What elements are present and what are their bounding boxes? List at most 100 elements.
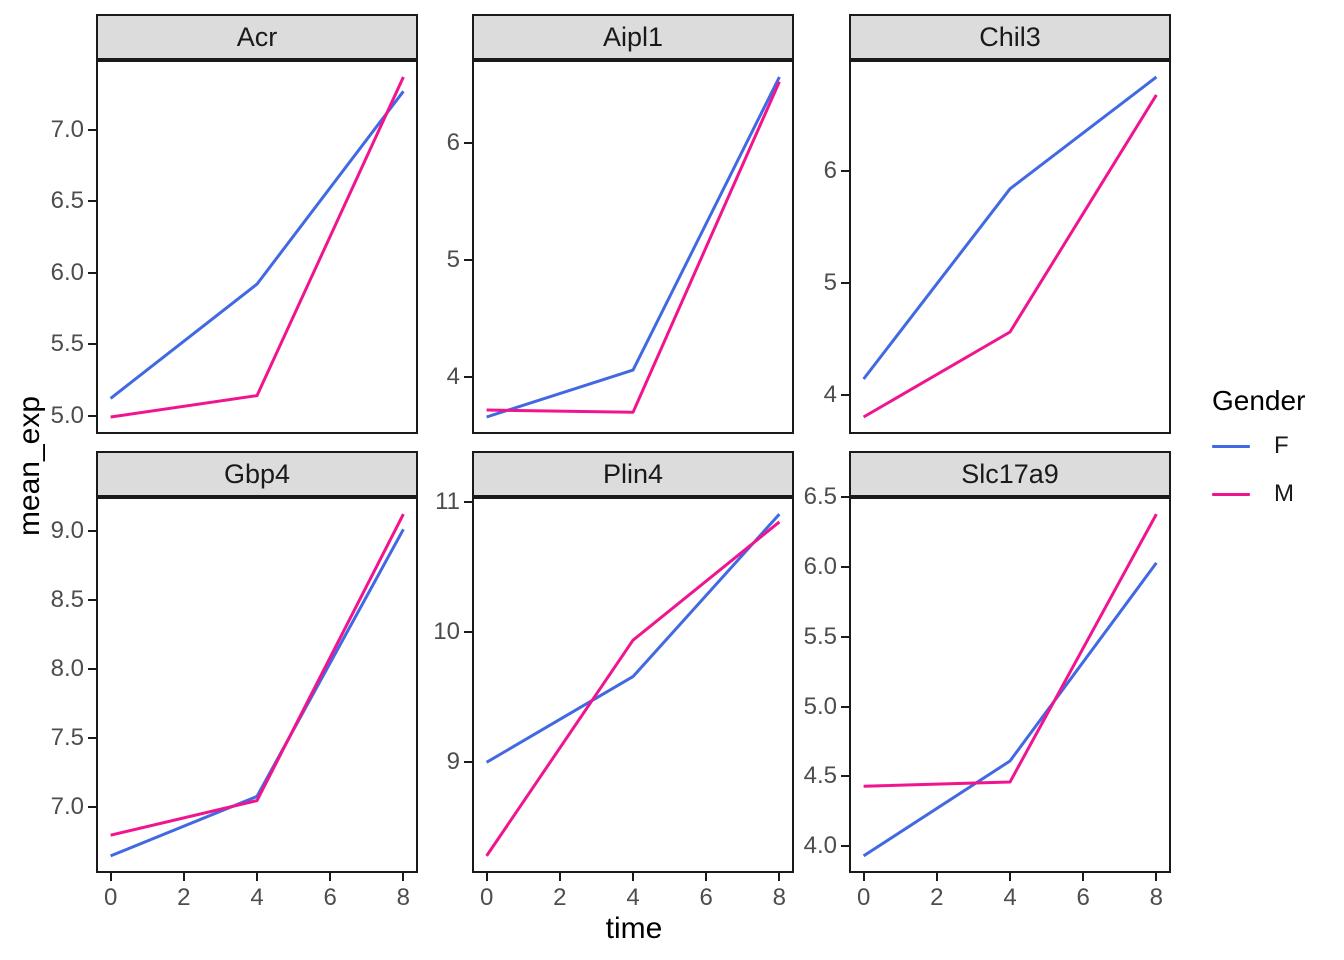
y-tick-label: 6.0 [803, 553, 837, 581]
y-tick-mark [841, 705, 849, 708]
y-tick-label: 5.5 [803, 622, 837, 650]
y-tick-mark [88, 128, 96, 131]
y-tick-label: 7.5 [50, 724, 84, 752]
x-tick-label: 8 [396, 884, 411, 911]
facet-strip-Slc17a9: Slc17a9 [849, 451, 1171, 497]
y-tick-mark [464, 501, 472, 504]
y-tick-label: 4.0 [803, 832, 837, 860]
facet-panel-Aipl1 [472, 60, 794, 434]
y-tick-label: 7.0 [50, 115, 84, 143]
x-tick-mark [558, 873, 561, 881]
y-tick-mark [841, 496, 849, 499]
y-tick-mark [841, 169, 849, 172]
x-tick-label: 4 [626, 884, 640, 911]
x-tick-mark [485, 873, 488, 881]
y-tick-label: 4 [823, 380, 837, 408]
y-tick-mark [464, 631, 472, 634]
y-tick-label: 4.5 [803, 762, 837, 790]
facet-strip-Acr: Acr [96, 14, 418, 60]
x-tick-label: 6 [1076, 884, 1090, 911]
y-tick-mark [841, 775, 849, 778]
legend-item-label-m: M [1274, 480, 1294, 507]
y-tick-mark [464, 258, 472, 261]
legend-title: Gender [1212, 385, 1306, 416]
x-tick-mark [935, 873, 938, 881]
y-tick-label: 10 [433, 618, 460, 646]
y-tick-label: 5.0 [803, 692, 837, 720]
y-axis-title: mean_exp [13, 395, 46, 537]
y-tick-label: 4 [446, 363, 460, 391]
x-axis-title: time [605, 912, 663, 945]
x-tick-label: 4 [250, 884, 264, 911]
x-tick-label: 2 [553, 884, 567, 911]
y-tick-mark [841, 635, 849, 638]
y-tick-label: 6 [823, 156, 837, 184]
y-tick-mark [88, 598, 96, 601]
x-tick-mark [1009, 873, 1011, 881]
y-tick-mark [88, 668, 96, 671]
y-tick-label: 11 [435, 488, 460, 516]
y-tick-label: 6.5 [50, 187, 84, 215]
x-tick-label: 4 [1003, 884, 1017, 911]
facet-panel-Gbp4 [96, 497, 418, 873]
y-tick-label: 5 [446, 245, 460, 273]
x-tick-mark [402, 873, 405, 881]
x-tick-label: 0 [856, 884, 871, 911]
facet-strip-Aipl1: Aipl1 [472, 14, 794, 60]
y-tick-label: 5.0 [50, 401, 84, 429]
x-tick-mark [256, 873, 258, 881]
y-tick-label: 6 [446, 128, 460, 156]
x-tick-label: 6 [323, 884, 337, 911]
y-tick-mark [464, 761, 472, 764]
y-tick-mark [841, 281, 849, 284]
facet-strip-Gbp4: Gbp4 [96, 451, 418, 497]
legend-item-f: F [1212, 426, 1305, 466]
y-tick-mark [88, 343, 96, 346]
y-tick-mark [88, 271, 96, 274]
y-tick-mark [88, 200, 96, 203]
y-tick-mark [841, 393, 849, 396]
legend: Gender F M [1212, 384, 1305, 514]
y-tick-mark [88, 529, 96, 532]
facet-panel-Acr [96, 60, 418, 434]
x-tick-mark [778, 873, 781, 881]
x-tick-mark [329, 873, 332, 881]
x-tick-label: 2 [177, 884, 191, 911]
facet-panel-Slc17a9 [849, 497, 1171, 873]
x-tick-mark [109, 873, 112, 881]
x-tick-mark [1155, 873, 1158, 881]
y-tick-mark [88, 737, 96, 740]
y-tick-label: 8.5 [50, 585, 84, 613]
x-tick-label: 8 [1149, 884, 1164, 911]
facet-strip-Chil3: Chil3 [849, 14, 1171, 60]
y-tick-mark [841, 566, 849, 569]
x-tick-label: 0 [479, 884, 494, 911]
y-tick-label: 5 [823, 268, 837, 296]
x-tick-mark [632, 873, 634, 881]
y-tick-mark [88, 806, 96, 809]
y-tick-mark [464, 376, 472, 379]
facet-strip-Plin4: Plin4 [472, 451, 794, 497]
y-tick-mark [464, 141, 472, 144]
y-tick-label: 9 [446, 748, 460, 776]
y-tick-label: 7.0 [50, 793, 84, 821]
legend-key-line-f [1212, 444, 1250, 448]
y-tick-label: 6.0 [50, 258, 84, 286]
y-tick-mark [88, 414, 96, 417]
y-tick-mark [841, 845, 849, 848]
x-tick-mark [862, 873, 865, 881]
x-tick-label: 2 [930, 884, 944, 911]
x-tick-label: 0 [103, 884, 118, 911]
legend-item-label-f: F [1274, 432, 1289, 459]
legend-item-m: M [1212, 474, 1305, 514]
facet-panel-Plin4 [472, 497, 794, 873]
x-tick-mark [705, 873, 708, 881]
y-tick-label: 8.0 [50, 655, 84, 683]
y-tick-label: 6.5 [803, 483, 837, 511]
x-tick-label: 8 [772, 884, 787, 911]
y-tick-label: 5.5 [50, 330, 84, 358]
legend-key-line-m [1212, 492, 1250, 496]
x-tick-label: 6 [699, 884, 713, 911]
y-tick-label: 9.0 [50, 516, 84, 544]
